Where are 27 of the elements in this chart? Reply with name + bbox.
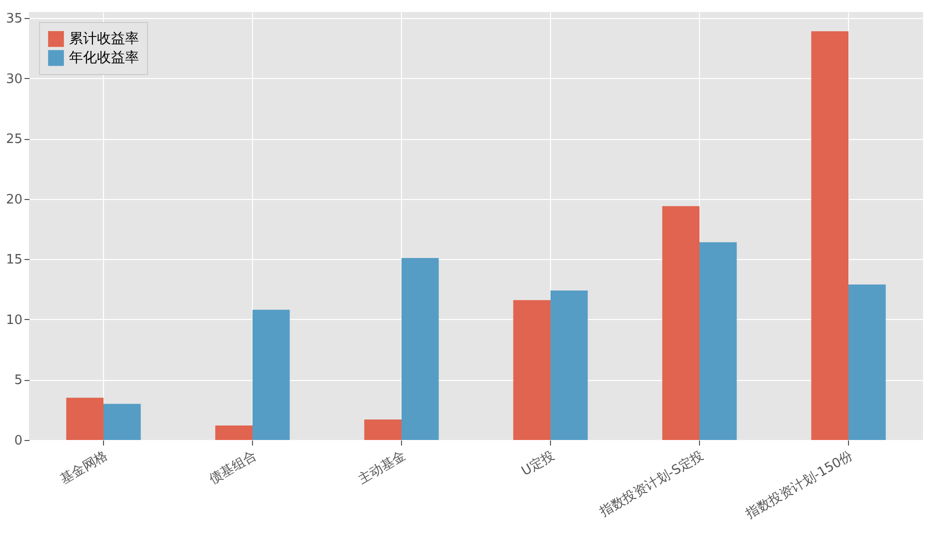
bar (662, 206, 700, 440)
legend-label: 年化收益率 (69, 50, 139, 66)
bar (550, 290, 588, 440)
bar (66, 398, 104, 440)
x-tick-label: 主动基金 (355, 448, 408, 488)
y-tick-label: 25 (6, 132, 22, 148)
x-tick-label: 指数投资计划-S定投 (596, 448, 706, 521)
bar (252, 310, 290, 440)
bar (402, 258, 439, 440)
y-tick-label: 35 (6, 12, 22, 27)
x-tick-label: 基金网格 (58, 448, 110, 488)
y-tick-label: 30 (6, 72, 22, 87)
x-tick-label: 债基组合 (206, 448, 260, 488)
bar (848, 284, 886, 440)
bar (700, 242, 737, 440)
y-tick-label: 0 (14, 434, 22, 448)
y-tick-label: 15 (6, 252, 22, 268)
bar (811, 31, 848, 440)
bar (104, 404, 141, 440)
y-tick-label: 20 (6, 192, 22, 208)
x-tick-label: U定投 (519, 448, 558, 480)
legend-label: 累计收益率 (69, 31, 139, 47)
bar (364, 420, 402, 440)
y-tick-label: 5 (14, 373, 22, 388)
y-tick-label: 10 (6, 312, 22, 328)
bar (215, 426, 252, 440)
bar (513, 300, 550, 440)
